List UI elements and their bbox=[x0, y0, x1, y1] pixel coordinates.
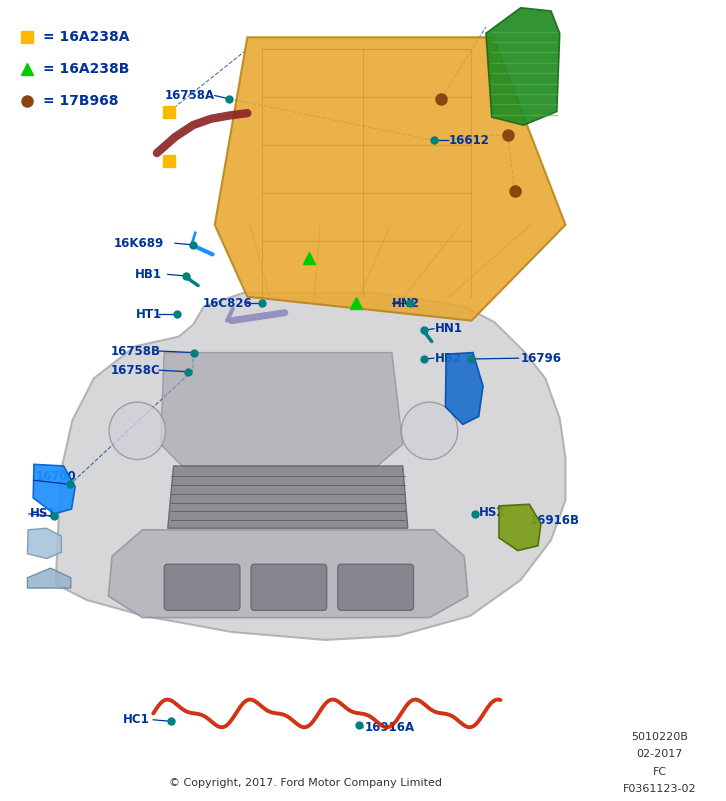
Polygon shape bbox=[168, 466, 408, 528]
Text: 5010220B: 5010220B bbox=[631, 732, 688, 742]
Polygon shape bbox=[56, 292, 566, 640]
Ellipse shape bbox=[401, 402, 457, 460]
Text: HB2: HB2 bbox=[436, 352, 462, 364]
Text: 16700: 16700 bbox=[36, 470, 77, 483]
Text: HS1: HS1 bbox=[30, 507, 57, 521]
Polygon shape bbox=[33, 465, 76, 514]
Text: HN2: HN2 bbox=[391, 296, 420, 310]
Text: = 16A238B: = 16A238B bbox=[44, 62, 130, 76]
Text: HS2: HS2 bbox=[478, 505, 505, 519]
Text: F0361123-02: F0361123-02 bbox=[623, 784, 696, 795]
Text: HB1: HB1 bbox=[135, 268, 162, 281]
Text: HT1: HT1 bbox=[136, 308, 162, 320]
Text: 16796: 16796 bbox=[521, 352, 562, 364]
Text: © Copyright, 2017. Ford Motor Company Limited: © Copyright, 2017. Ford Motor Company Li… bbox=[168, 778, 441, 787]
Text: HN1: HN1 bbox=[436, 322, 463, 335]
Polygon shape bbox=[160, 352, 403, 466]
Text: 16612: 16612 bbox=[449, 134, 489, 147]
Polygon shape bbox=[499, 505, 541, 550]
FancyBboxPatch shape bbox=[338, 564, 414, 610]
Text: = 17B968: = 17B968 bbox=[44, 95, 119, 108]
Text: 16K689: 16K689 bbox=[114, 237, 164, 250]
Text: HC1: HC1 bbox=[123, 713, 150, 727]
Polygon shape bbox=[215, 38, 566, 320]
FancyBboxPatch shape bbox=[251, 564, 327, 610]
Polygon shape bbox=[108, 529, 468, 618]
FancyBboxPatch shape bbox=[164, 564, 240, 610]
Text: 02-2017: 02-2017 bbox=[636, 749, 682, 759]
Text: 16758A: 16758A bbox=[165, 89, 215, 102]
Ellipse shape bbox=[109, 402, 166, 460]
Text: FC: FC bbox=[653, 767, 666, 777]
Text: 16916A: 16916A bbox=[364, 721, 415, 735]
Text: 16916B: 16916B bbox=[529, 513, 579, 527]
Polygon shape bbox=[486, 8, 560, 125]
Text: 16758C: 16758C bbox=[111, 364, 160, 376]
Text: = 16A238A: = 16A238A bbox=[44, 30, 130, 44]
Polygon shape bbox=[28, 528, 62, 558]
Polygon shape bbox=[28, 568, 71, 588]
Polygon shape bbox=[446, 352, 483, 425]
Text: 16758B: 16758B bbox=[110, 344, 160, 357]
Text: 16C826: 16C826 bbox=[203, 296, 253, 310]
